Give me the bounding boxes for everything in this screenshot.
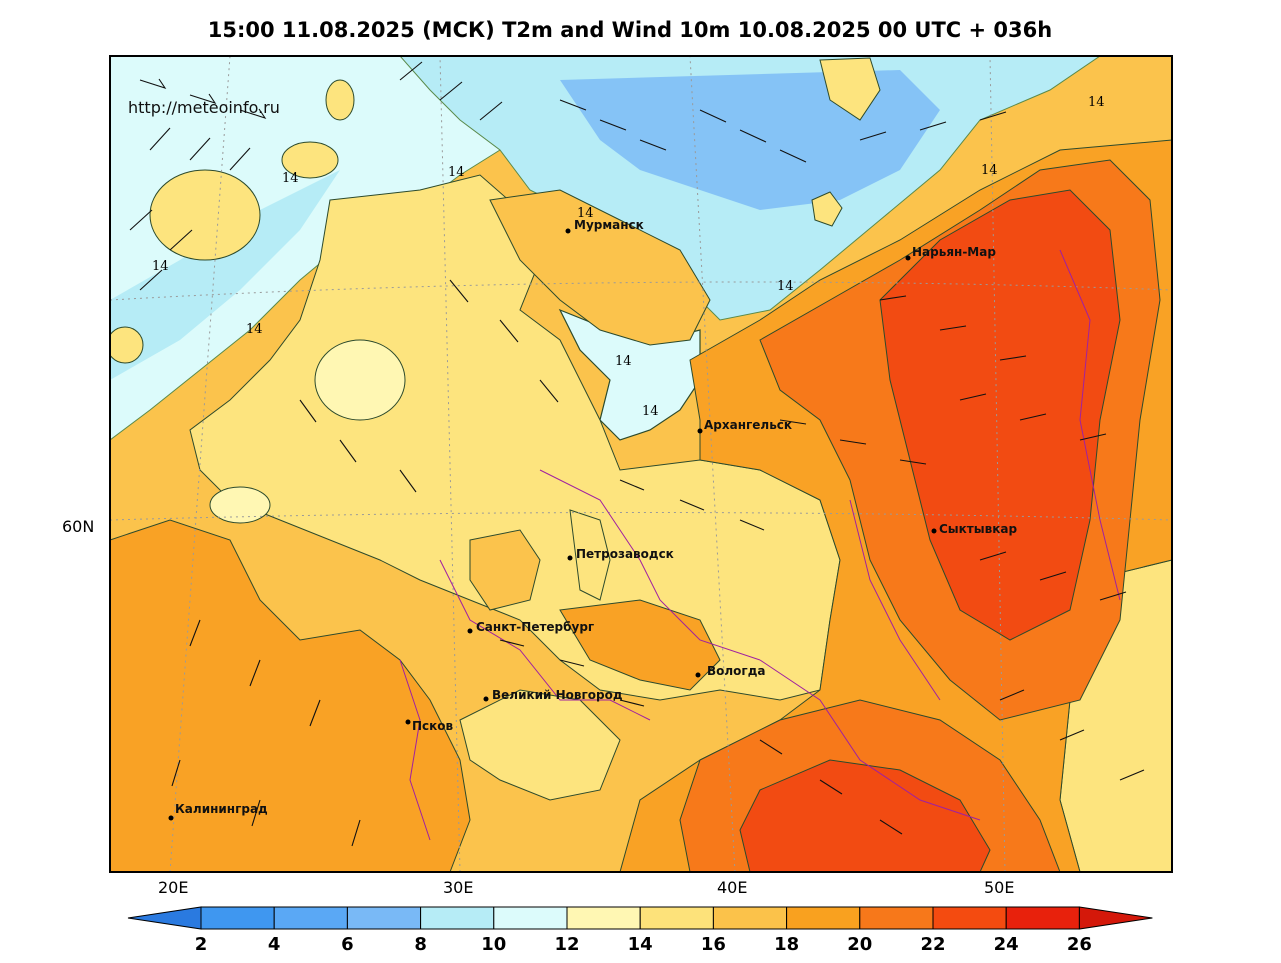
land-16-south-patch (459, 689, 621, 801)
colorbar-label: 20 (847, 934, 872, 955)
colorbar-bin (420, 906, 495, 930)
kola-18-region (489, 189, 711, 346)
map-field (110, 56, 1172, 872)
colorbar-bin (273, 906, 348, 930)
isoline-label: 14 (448, 165, 465, 180)
city-dot (565, 228, 571, 234)
land-24-south (739, 759, 991, 872)
colorbar-label: 6 (341, 934, 354, 955)
city-label: Нарьян-Мар (912, 245, 996, 259)
city-dot (697, 428, 703, 434)
x-tick-label: 30E (443, 878, 473, 897)
colorbar-bin (566, 906, 641, 930)
city-dot (168, 815, 174, 821)
lake-ladoga (469, 529, 541, 611)
patch-norway-4 (110, 326, 144, 364)
colorbar-label: 2 (195, 934, 208, 955)
graticule (110, 56, 1172, 872)
city-dot (567, 555, 573, 561)
city-dot (483, 696, 489, 702)
isoline-label: 14 (577, 206, 594, 221)
island-kolguev (811, 191, 843, 227)
city-label: Петрозаводск (576, 547, 674, 561)
isoline-label: 14 (282, 171, 299, 186)
x-tick-label: 20E (158, 878, 188, 897)
colorbar-over-arrow (1078, 906, 1153, 930)
colorbar-bin (859, 906, 934, 930)
city-dot (931, 528, 937, 534)
land-16-region (189, 174, 841, 701)
colorbar-label: 10 (481, 934, 506, 955)
colorbar-bin (786, 906, 861, 930)
city-label: Архангельск (704, 418, 792, 432)
colorbar-bin (712, 906, 788, 930)
wind-barbs (129, 61, 1145, 847)
city-label: Вологда (707, 664, 765, 678)
colorbar-bin (200, 906, 275, 930)
colorbar: 2 4 6 8 10 12 14 16 18 20 22 24 26 (127, 906, 1153, 955)
colorbar-bin (493, 906, 568, 930)
city-dot (405, 719, 411, 725)
colorbar-bin (639, 906, 714, 930)
admin-borders (399, 249, 1121, 841)
chart-title: 15:00 11.08.2025 (МСК) T2m and Wind 10m … (207, 18, 1053, 42)
colorbar-under-arrow (127, 906, 202, 930)
patch-norway-3 (325, 79, 355, 121)
city-markers: Мурманск Нарьян-Мар Архангельск Сыктывка… (168, 218, 1017, 821)
y-tick-label: 60N (62, 517, 94, 536)
city-label: Калининград (175, 802, 268, 816)
patch-finland-1 (314, 339, 406, 421)
colorbar-label: 14 (628, 934, 653, 955)
patch-norway-2 (281, 141, 339, 179)
isoline-label: 14 (642, 404, 659, 419)
isoline-label: 14 (981, 163, 998, 178)
city-label: Сыктывкар (939, 522, 1017, 536)
land-24-core (879, 189, 1121, 641)
isoline-label: 14 (246, 322, 263, 337)
colorbar-label: 22 (920, 934, 945, 955)
isoline-label: 14 (1088, 95, 1105, 110)
map-frame (109, 55, 1173, 873)
colorbar-label: 16 (701, 934, 726, 955)
island-patch (819, 57, 881, 121)
colorbar-label: 4 (268, 934, 281, 955)
patch-norway-1 (149, 169, 261, 261)
city-label: Великий Новгород (492, 688, 623, 702)
isoline-labels: 14 14 14 14 14 14 14 14 14 14 (152, 95, 1105, 419)
watermark-text: http://meteoinfo.ru (128, 98, 280, 117)
isoline-label: 14 (777, 279, 794, 294)
x-tick-label: 40E (717, 878, 747, 897)
city-dot (695, 672, 701, 678)
colorbar-bin (1005, 906, 1080, 930)
isoline-label: 14 (615, 354, 632, 369)
sea-near-coast-west (110, 170, 340, 380)
colorbar-bin (932, 906, 1007, 930)
colorbar-label: 24 (994, 934, 1019, 955)
colorbar-label: 8 (414, 934, 427, 955)
colorbar-label: 26 (1067, 934, 1092, 955)
colorbar-label: 12 (554, 934, 579, 955)
colorbar-label: 18 (774, 934, 799, 955)
lake-onega (569, 509, 611, 601)
land-20-center (559, 599, 721, 691)
patch-finland-2 (209, 486, 271, 524)
colorbar-bin (346, 906, 422, 930)
city-label: Мурманск (574, 218, 644, 232)
city-dot (905, 255, 911, 261)
city-dot (467, 628, 473, 634)
city-label: Санкт-Петербург (476, 620, 594, 634)
city-label: Псков (412, 719, 454, 733)
isoline-label: 14 (152, 259, 169, 274)
x-tick-label: 50E (984, 878, 1014, 897)
